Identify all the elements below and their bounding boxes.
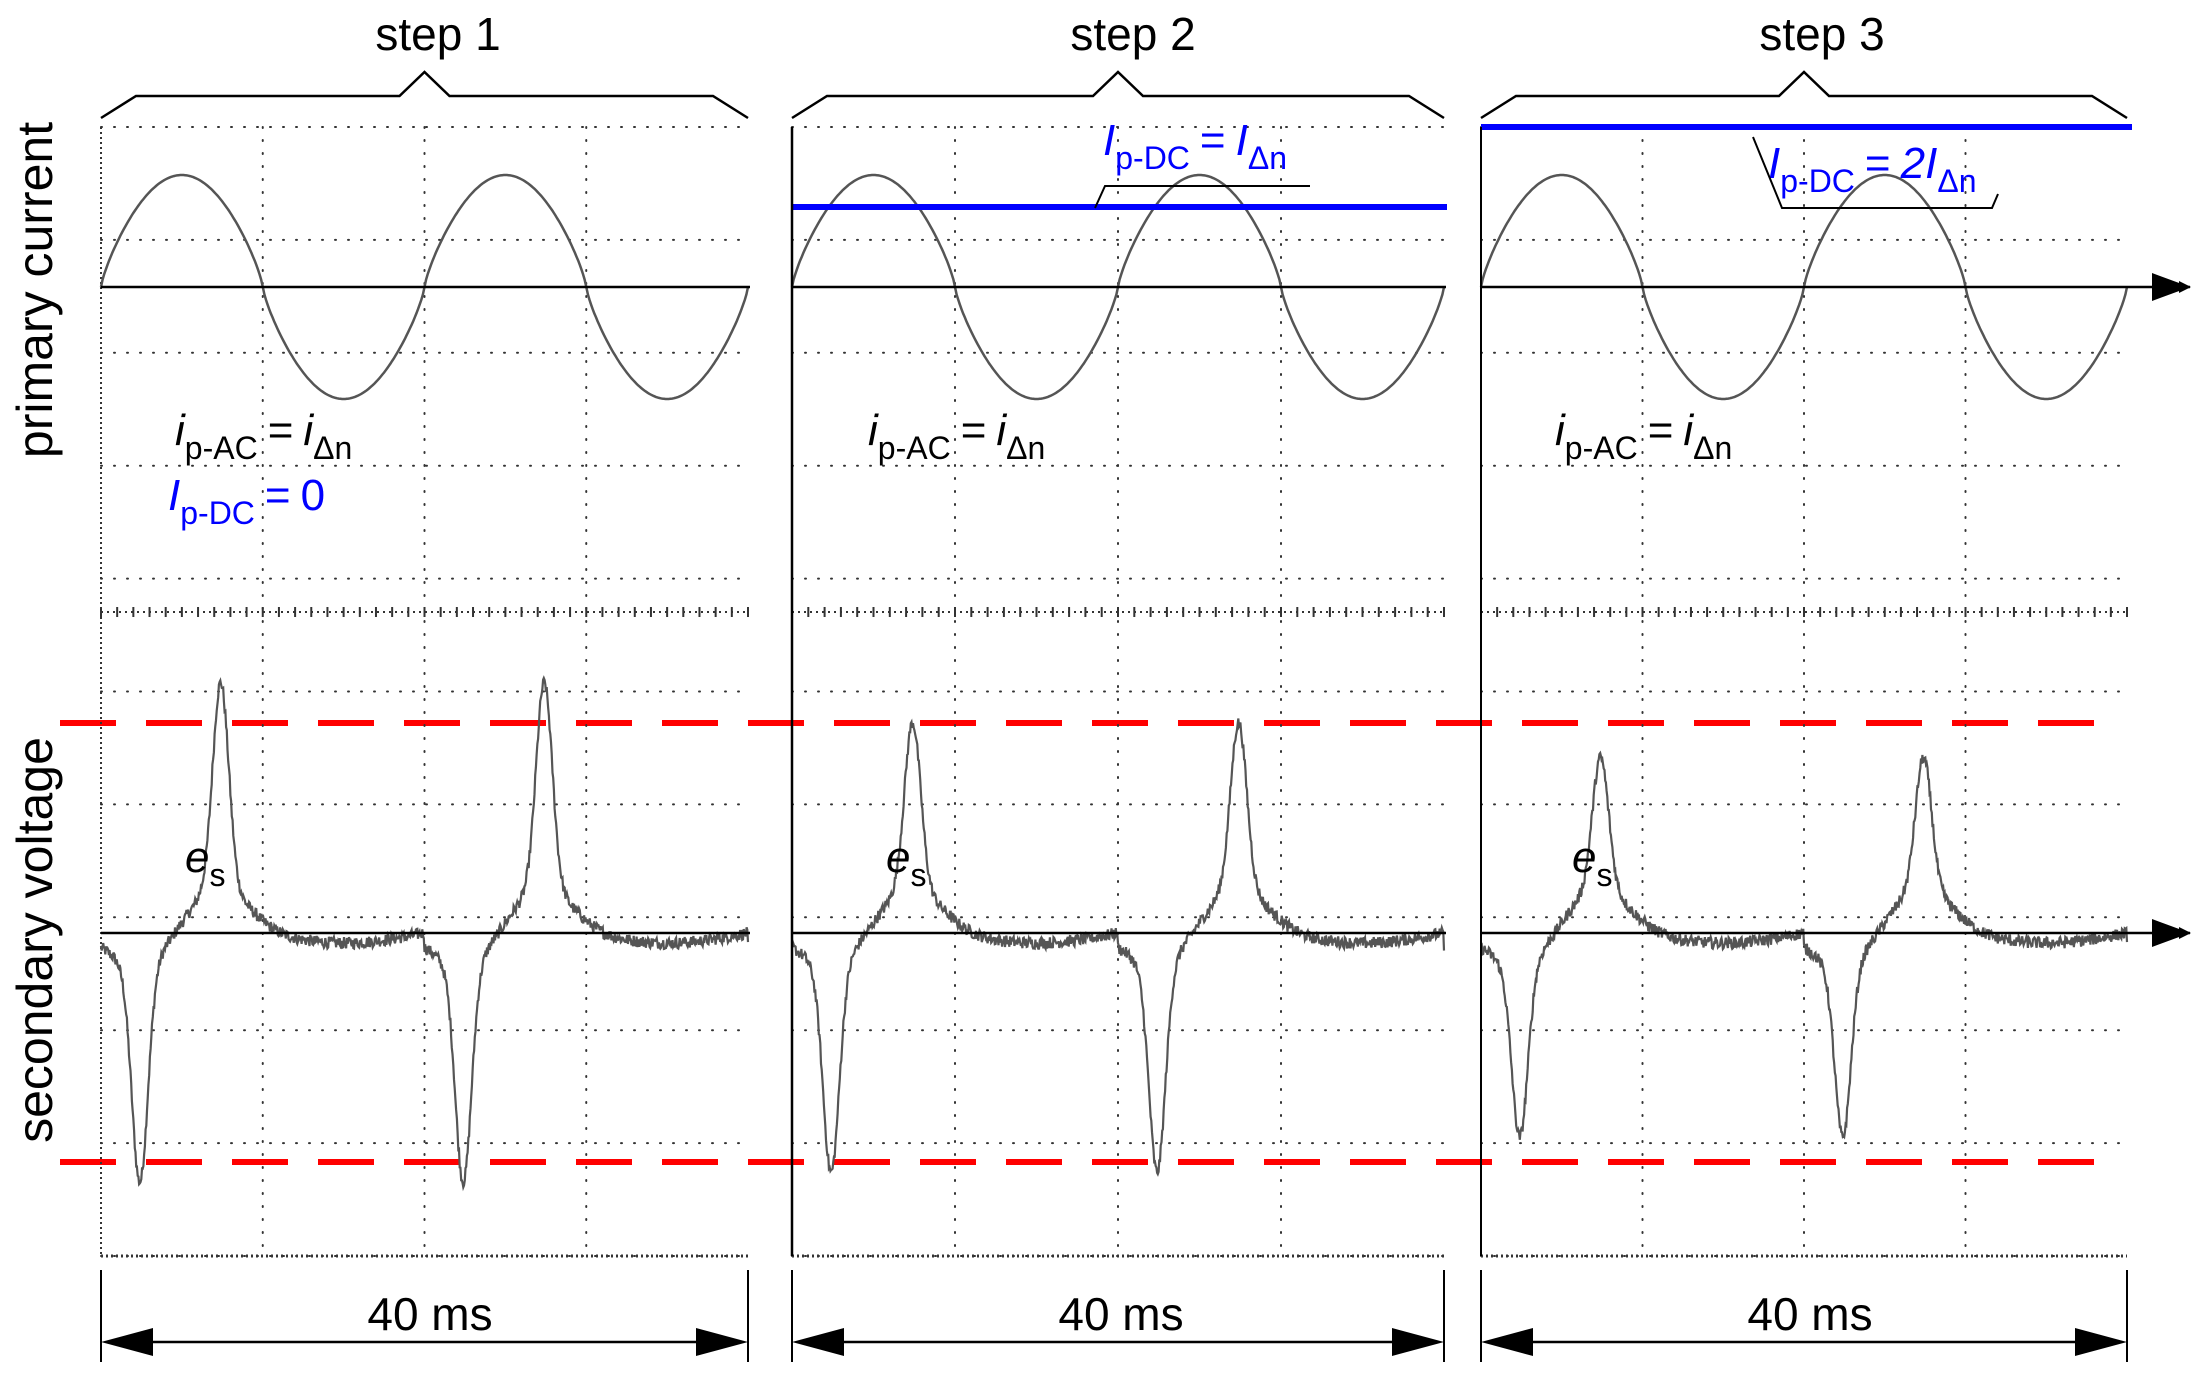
step-2-label: step 2 (1070, 8, 1195, 60)
step-2-dim-arrow-left (792, 1328, 844, 1356)
step-3-ac-label: ip-AC = iΔn (1555, 406, 1732, 466)
step-1-panel: step 1 40 ms ip-AC = iΔn Ip-DC = 0 es (168, 8, 501, 1340)
step-1-ac-label: ip-AC = iΔn (175, 406, 352, 466)
step-3-secondary-voltage-trace (1480, 750, 2129, 1140)
step-3-dim-arrow-right (2075, 1328, 2127, 1356)
step-1-dc-label: Ip-DC = 0 (168, 471, 325, 531)
step-3-dc-leader (1752, 136, 1999, 209)
step-2-dim-arrow-right (1392, 1328, 1444, 1356)
step-1-dim-arrow-right (696, 1328, 748, 1356)
step-1-duration: 40 ms (367, 1288, 492, 1340)
step-3-duration: 40 ms (1747, 1288, 1872, 1340)
step-1-dim-arrow-left (101, 1328, 153, 1356)
secondary-axis-arrowhead (2152, 919, 2190, 947)
step-1-label: step 1 (375, 8, 500, 60)
step-2-es-label: es (886, 833, 926, 893)
step-3-dc-label: Ip-DC = 2IΔn (1768, 139, 1976, 199)
step-3-es-label: es (1572, 833, 1612, 893)
step-3-brace (1480, 70, 2128, 120)
step-3-panel: step 3 40 ms ip-AC = iΔn Ip-DC = 2IΔn es (1555, 8, 1999, 1340)
step-2-dc-label: Ip-DC = IΔn (1103, 116, 1287, 176)
step-2-panel: step 2 40 ms ip-AC = iΔn Ip-DC = IΔn es (868, 8, 1310, 1340)
step-2-dc-leader (1094, 185, 1310, 209)
step-2-brace (791, 70, 1445, 120)
secondary-voltage-label: secondary voltage (7, 737, 63, 1143)
step-2-duration: 40 ms (1058, 1288, 1183, 1340)
primary-current-label: primary current (7, 122, 63, 458)
step-3-label: step 3 (1759, 8, 1884, 60)
step-1-brace (100, 70, 749, 120)
panels (99, 70, 2191, 1362)
step-1-es-label: es (185, 833, 225, 893)
step-1-secondary-voltage-trace (99, 675, 750, 1192)
primary-axis-arrowhead (2152, 273, 2190, 301)
step-3-dim-arrow-left (1481, 1328, 1533, 1356)
step-2-secondary-voltage-trace (790, 718, 1446, 1177)
step-2-ac-label: ip-AC = iΔn (868, 406, 1045, 466)
